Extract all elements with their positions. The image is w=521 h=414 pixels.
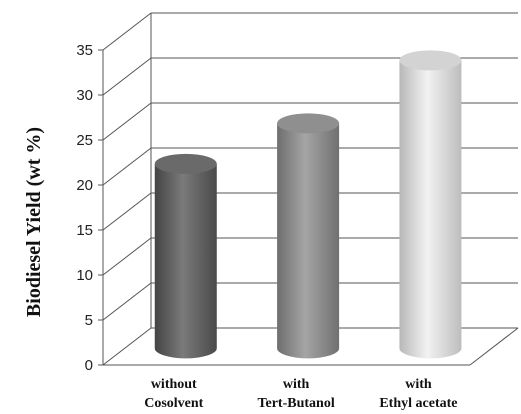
bars (154, 50, 462, 359)
gridline-side (102, 57, 152, 96)
y-axis-ticks: 0 5 10 15 20 25 30 35 (76, 42, 103, 374)
gridline-side (102, 192, 152, 231)
gridline-side (102, 102, 152, 141)
bar-top (399, 50, 462, 71)
bar (277, 113, 340, 359)
bar-body (399, 60, 462, 359)
bar-body (277, 123, 340, 359)
gridline-side (102, 327, 152, 366)
gridline-side (102, 282, 152, 321)
bar (399, 50, 462, 359)
y-tick-label: 5 (85, 312, 93, 329)
y-tick-label: 20 (76, 177, 93, 194)
gridline-side (102, 147, 152, 186)
x-category-label: Cosolvent (144, 396, 203, 411)
bar (154, 153, 217, 359)
y-tick-label: 0 (85, 357, 93, 374)
x-category-label: Ethyl acetate (379, 396, 457, 411)
y-tick-label: 25 (76, 132, 93, 149)
bar-top (154, 153, 217, 174)
bar-body (154, 163, 217, 359)
x-category-label: with (283, 377, 310, 392)
y-tick-label: 35 (76, 42, 93, 59)
y-axis-title: Biodiesel Yield (wt %) (23, 127, 45, 317)
bar-top (277, 113, 340, 134)
x-category-label: Tert-Butanol (257, 396, 334, 411)
y-tick-label: 15 (76, 222, 93, 239)
y-tick-label: 30 (76, 87, 93, 104)
category-labels: without Cosolvent with Tert-Butanol with Ethy… (144, 377, 457, 411)
x-category-label: with (405, 377, 432, 392)
floor-right-edge (469, 327, 519, 366)
gridline-side (102, 12, 152, 51)
gridline-side (102, 237, 152, 276)
y-tick-label: 10 (76, 267, 93, 284)
x-category-label: without (151, 377, 197, 392)
